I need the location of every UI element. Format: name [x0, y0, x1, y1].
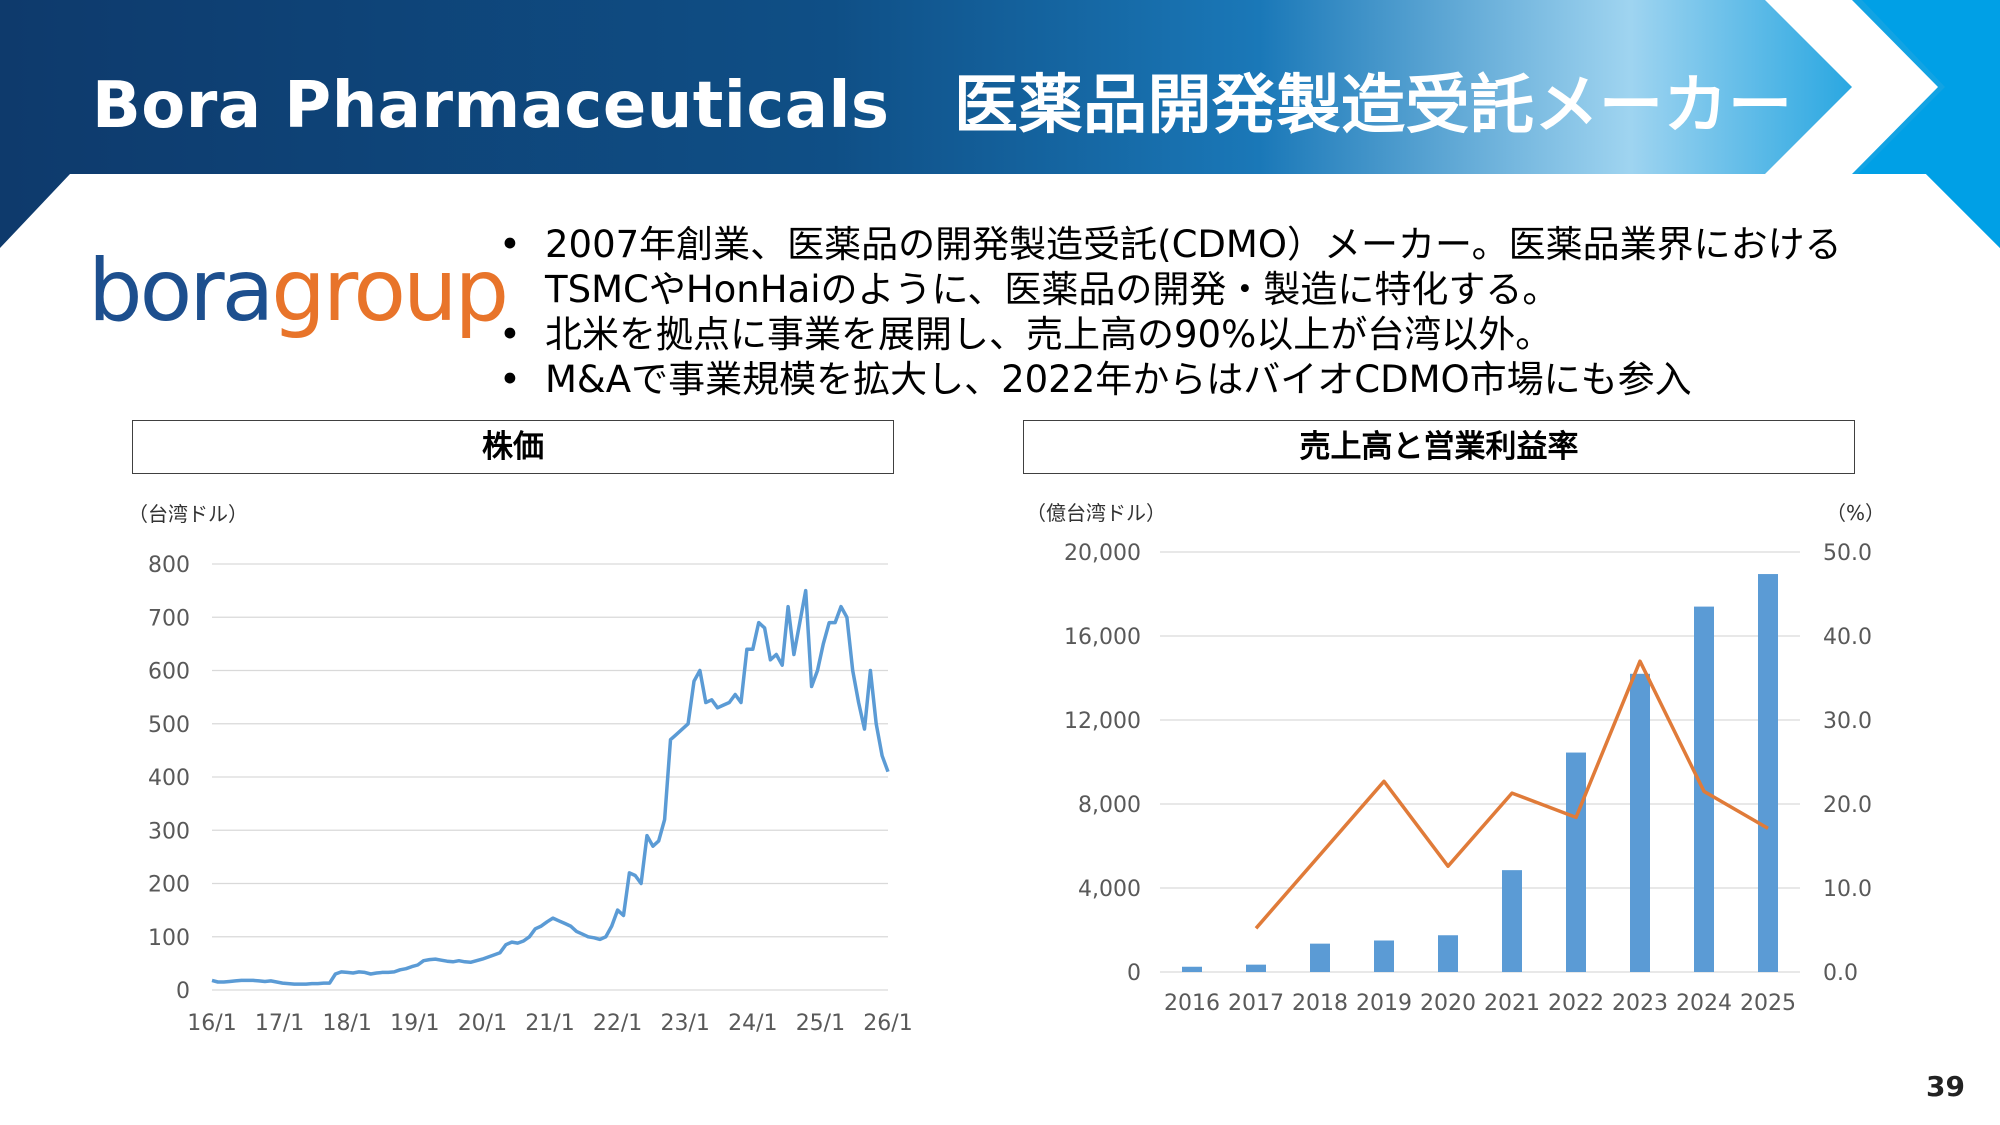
- stock-y-tick-label: 500: [148, 713, 190, 738]
- revenue-x-tick-label: 2024: [1676, 991, 1732, 1016]
- revenue-x-tick-label: 2020: [1420, 991, 1476, 1016]
- stock-x-tick-label: 26/1: [863, 1011, 912, 1036]
- revenue-bar: [1758, 574, 1778, 972]
- stock-y-tick-label: 100: [148, 926, 190, 951]
- stock-x-tick-label: 23/1: [660, 1011, 709, 1036]
- bullet-item: • M&Aで事業規模を拡大し、2022年からはバイオCDMO市場にも参入: [499, 358, 1692, 401]
- margin-y-tick-label: 40.0: [1823, 625, 1872, 650]
- slide-title: Bora Pharmaceuticals 医薬品開発製造受託メーカー: [92, 69, 1793, 143]
- header-banner: [0, 0, 2000, 248]
- logo-part-group: group: [271, 241, 509, 341]
- revenue-y-tick-label: 0: [1127, 961, 1141, 986]
- stock-y-tick-label: 600: [148, 660, 190, 685]
- bullet-continuation: TSMCやHonHaiのように、医薬品の開発・製造に特化する。: [495, 267, 1975, 312]
- revenue-x-tick-label: 2021: [1484, 991, 1540, 1016]
- revenue-bar: [1502, 870, 1522, 972]
- logo-part-bora: bora: [88, 241, 274, 341]
- stock-chart-title: 株価: [132, 420, 894, 474]
- revenue-x-tick-label: 2019: [1356, 991, 1412, 1016]
- revenue-bar: [1374, 940, 1394, 972]
- stock-y-tick-label: 700: [148, 606, 190, 631]
- revenue-x-tick-label: 2016: [1164, 991, 1220, 1016]
- bullet-text: TSMCやHonHaiのように、医薬品の開発・製造に特化する。: [545, 268, 1560, 311]
- revenue-x-tick-label: 2025: [1740, 991, 1796, 1016]
- margin-y-tick-label: 0.0: [1823, 961, 1858, 986]
- operating-margin-line: [1254, 659, 1769, 930]
- margin-y-tick-label: 30.0: [1823, 709, 1872, 734]
- stock-y-tick-label: 200: [148, 873, 190, 898]
- revenue-x-tick-label: 2023: [1612, 991, 1668, 1016]
- margin-y-tick-label: 10.0: [1823, 877, 1872, 902]
- bullet-item: • 北米を拠点に事業を展開し、売上高の90%以上が台湾以外。: [499, 313, 1553, 356]
- stock-y-tick-label: 0: [176, 979, 190, 1004]
- stock-price-line: [211, 588, 890, 986]
- revenue-y-tick-label: 12,000: [1064, 709, 1141, 734]
- revenue-unit-label: （億台湾ドル）: [1026, 501, 1166, 525]
- bullet-item: • 2007年創業、医薬品の開発製造受託(CDMO）メーカー。医薬品業界における: [499, 223, 1842, 266]
- revenue-x-tick-label: 2018: [1292, 991, 1348, 1016]
- stock-y-tick-label: 300: [148, 819, 190, 844]
- margin-y-tick-label: 50.0: [1823, 541, 1872, 566]
- stock-x-tick-label: 17/1: [255, 1011, 304, 1036]
- revenue-bar: [1246, 964, 1266, 972]
- stock-y-tick-label: 800: [148, 553, 190, 578]
- revenue-y-tick-label: 16,000: [1064, 625, 1141, 650]
- stock-x-tick-label: 24/1: [728, 1011, 777, 1036]
- margin-y-tick-label: 20.0: [1823, 793, 1872, 818]
- bullet-text: 北米を拠点に事業を展開し、売上高の90%以上が台湾以外。: [545, 313, 1553, 356]
- boragroup-logo: boragroup: [88, 248, 509, 334]
- stock-x-tick-label: 25/1: [796, 1011, 845, 1036]
- revenue-y-tick-label: 20,000: [1064, 541, 1141, 566]
- revenue-bar: [1630, 673, 1650, 972]
- revenue-bar: [1182, 966, 1202, 972]
- stock-x-tick-label: 18/1: [322, 1011, 371, 1036]
- bullet-text: M&Aで事業規模を拡大し、2022年からはバイオCDMO市場にも参入: [545, 358, 1692, 401]
- stock-x-tick-label: 22/1: [593, 1011, 642, 1036]
- stock-x-tick-label: 16/1: [187, 1011, 236, 1036]
- stock-x-tick-label: 19/1: [390, 1011, 439, 1036]
- revenue-x-tick-label: 2017: [1228, 991, 1284, 1016]
- revenue-chart-title: 売上高と営業利益率: [1023, 420, 1855, 474]
- revenue-y-tick-label: 4,000: [1078, 877, 1141, 902]
- stock-x-tick-label: 20/1: [458, 1011, 507, 1036]
- stock-unit-label: （台湾ドル）: [128, 502, 248, 526]
- revenue-y-tick-label: 8,000: [1078, 793, 1141, 818]
- revenue-x-tick-label: 2022: [1548, 991, 1604, 1016]
- stock-x-tick-label: 21/1: [525, 1011, 574, 1036]
- revenue-bar: [1438, 935, 1458, 972]
- revenue-bar: [1310, 943, 1330, 972]
- bullet-text: 2007年創業、医薬品の開発製造受託(CDMO）メーカー。医薬品業界における: [545, 223, 1842, 266]
- revenue-bar: [1566, 752, 1586, 972]
- page-number: 39: [1926, 1070, 1965, 1103]
- stock-y-tick-label: 400: [148, 766, 190, 791]
- bullet-list: • 2007年創業、医薬品の開発製造受託(CDMO）メーカー。医薬品業界における …: [495, 222, 1975, 402]
- margin-unit-label: （%）: [1826, 501, 1886, 525]
